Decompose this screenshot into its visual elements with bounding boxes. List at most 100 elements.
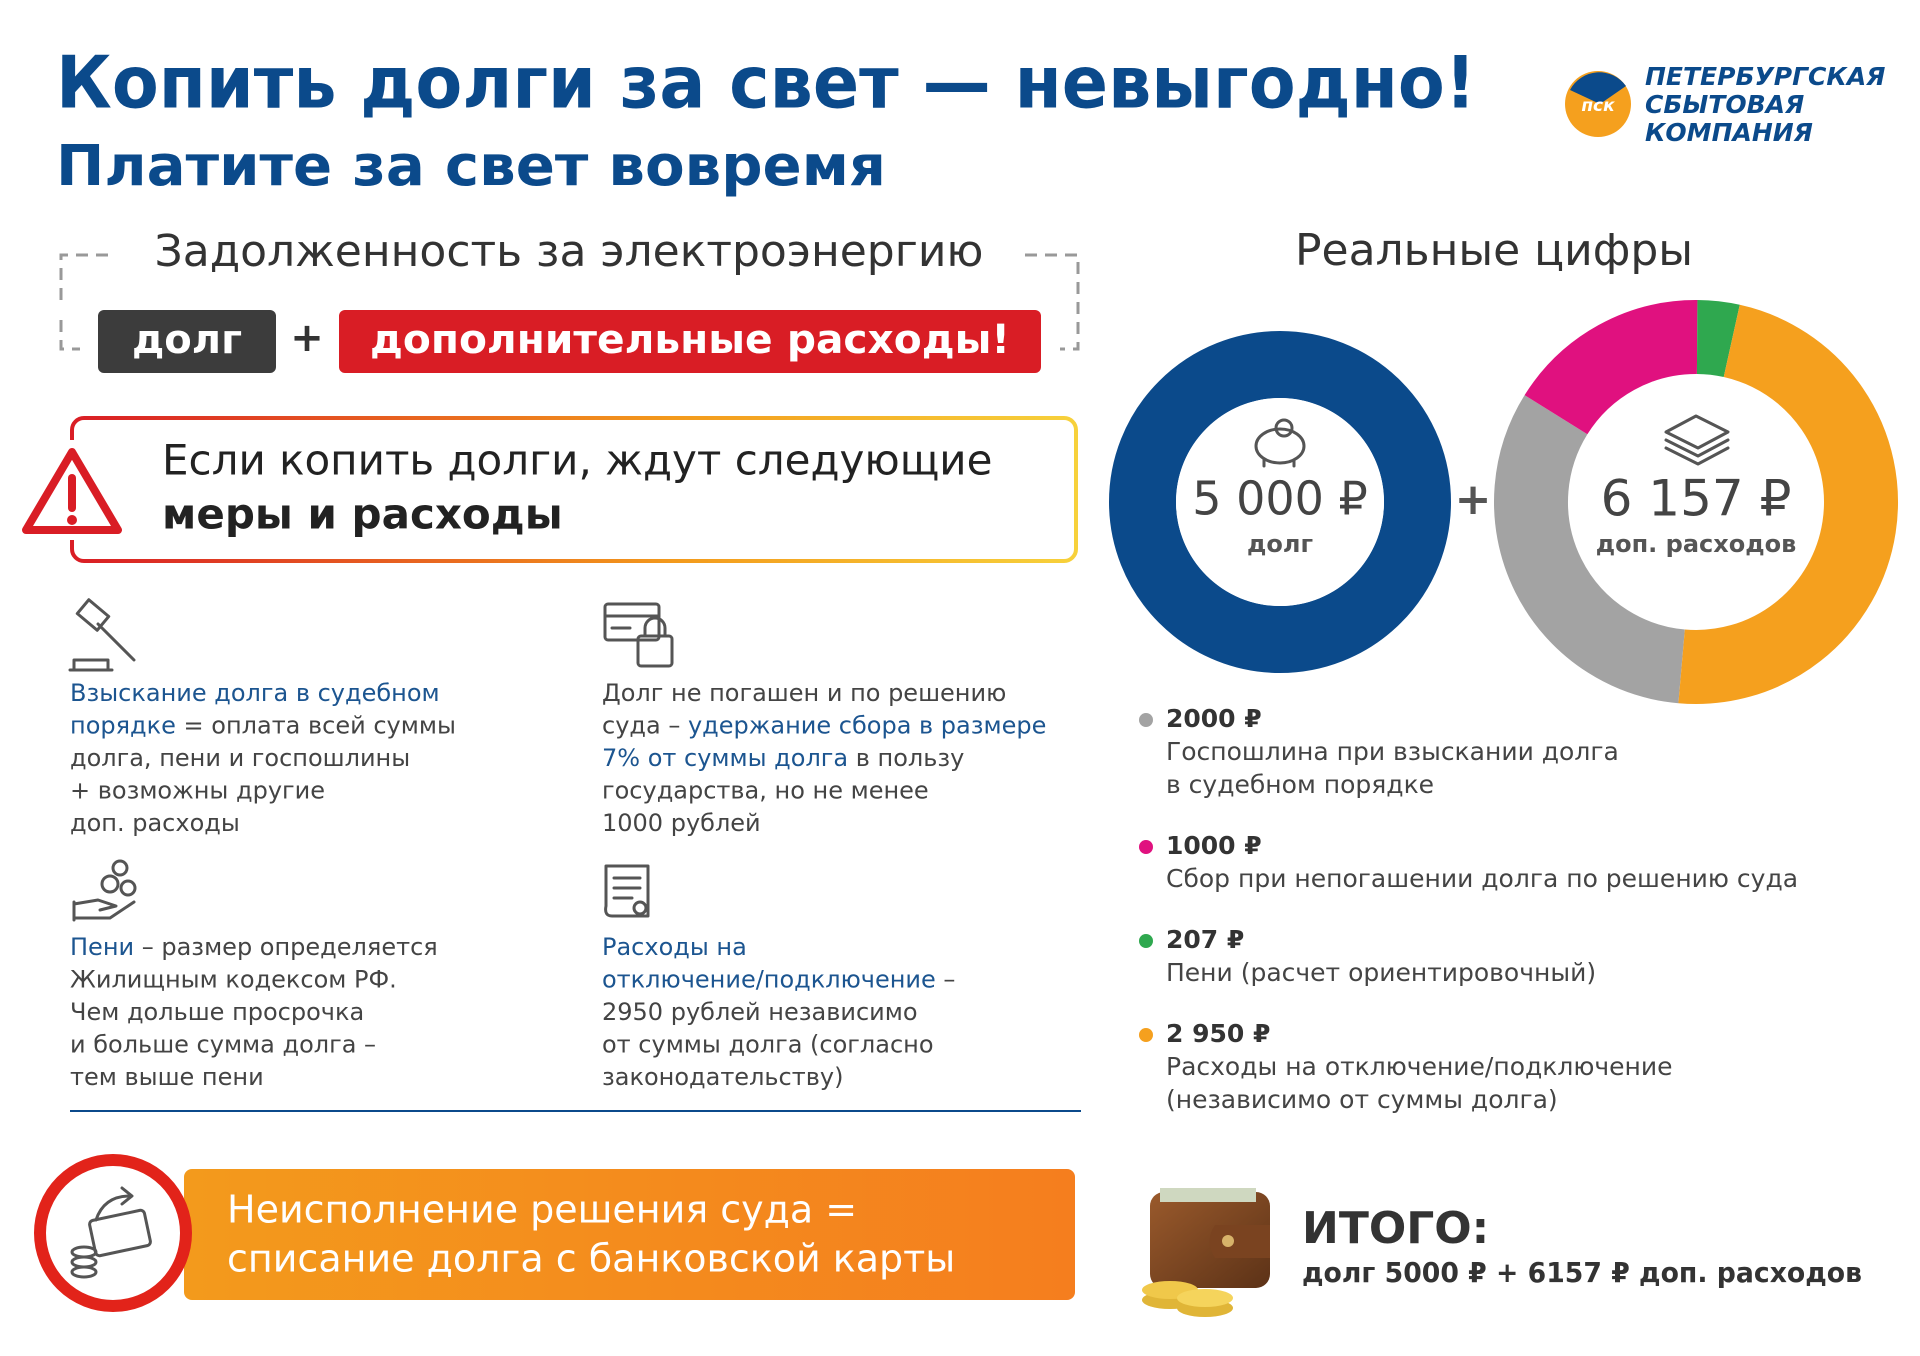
card-lock-icon	[603, 602, 674, 668]
legend-value: 207 ₽	[1166, 925, 1244, 954]
measure-highlight: 7% от суммы долга	[602, 744, 848, 772]
measure-line: доп. расходы	[70, 809, 240, 837]
measure-highlight: Взыскание долга в судебном	[70, 679, 440, 707]
measure-text: Жилищным кодексом РФ.	[70, 966, 397, 994]
measure-line: 1000 рублей	[602, 809, 761, 837]
measure-line: отключение/подключение –	[602, 966, 955, 994]
measure-text: от суммы долга (согласно	[602, 1031, 934, 1059]
legend-value: 2 950 ₽	[1166, 1019, 1270, 1048]
legend-text: в судебном порядке	[1166, 770, 1434, 799]
plus-sign: +	[290, 315, 324, 361]
extra-segment	[1695, 300, 1740, 378]
title: Копить долги за свет — невыгодно!	[56, 41, 1476, 125]
extra-box-label: дополнительные расходы!	[370, 317, 1010, 363]
measure-text: Чем дольше просрочка	[70, 998, 364, 1026]
legend-text: Пени (расчет ориентировочный)	[1166, 958, 1596, 987]
measure-highlight: отключение/подключение	[602, 966, 936, 994]
extra-segment	[1494, 395, 1686, 704]
measure-line: тем выше пени	[70, 1063, 264, 1091]
banner-icon-ring	[34, 1154, 192, 1312]
dashed-bracket	[59, 253, 1080, 351]
measure-highlight: порядке	[70, 712, 176, 740]
plus-sign: +	[1455, 474, 1492, 525]
measure-text: 1000 рублей	[602, 809, 761, 837]
measure-text: долга, пени и госпошлины	[70, 744, 410, 772]
piggy-icon	[1254, 418, 1306, 468]
gavel-icon	[68, 598, 136, 672]
banner-line: списание долга с банковской карты	[227, 1237, 955, 1281]
legend-text: (независимо от суммы долга)	[1166, 1085, 1558, 1114]
legend-dot	[1139, 713, 1153, 727]
measure-line: и больше сумма долга –	[70, 1031, 376, 1059]
debt-box	[98, 310, 276, 373]
logo-line: СБЫТОВАЯ	[1645, 90, 1804, 119]
debt-box-label: долг	[132, 317, 242, 363]
measure-text: тем выше пени	[70, 1063, 264, 1091]
legend-text: Госпошлина при взыскании долга	[1166, 737, 1619, 766]
extra-segment	[1524, 300, 1698, 436]
measure-text: доп. расходы	[70, 809, 240, 837]
measure-highlight: Пени	[70, 933, 134, 961]
measure-line: Расходы на	[602, 933, 747, 961]
cash-icon	[1664, 414, 1730, 466]
measure-line: порядке = оплата всей суммы	[70, 712, 456, 740]
legend-dot	[1139, 934, 1153, 948]
measure-line: 2950 рублей независимо	[602, 998, 918, 1026]
legend-value: 2000 ₽	[1166, 704, 1262, 733]
logo-mark-accent	[1570, 72, 1626, 104]
measure-highlight: Расходы на	[602, 933, 747, 961]
measure-text: законодательству)	[602, 1063, 843, 1091]
measure-line: Чем дольше просрочка	[70, 998, 364, 1026]
coins-hand-icon	[72, 859, 137, 922]
measure-text: 2950 рублей независимо	[602, 998, 918, 1026]
measure-text: = оплата всей суммы	[176, 712, 456, 740]
legend: 2000 ₽ Госпошлина при взыскании долга в су…	[1139, 704, 1798, 1114]
figures-title: Реальные цифры	[1295, 225, 1693, 276]
banner	[184, 1169, 1075, 1300]
wallet-icon	[1142, 1188, 1270, 1317]
measure-line: + возможны другие	[70, 777, 325, 805]
measure-highlight: удержание сбора в размере	[688, 712, 1046, 740]
warning-icon-dot	[67, 515, 77, 525]
subtitle: Платите за свет вовремя	[56, 134, 886, 199]
extra-segment	[1678, 304, 1898, 704]
legend-dot	[1139, 840, 1153, 854]
measure-text: суда –	[602, 712, 688, 740]
measure-line: Взыскание долга в судебном	[70, 679, 440, 707]
total-text: долг 5000 ₽ + 6157 ₽ доп. расходов	[1302, 1256, 1862, 1289]
document-icon	[604, 864, 650, 918]
donut-hole	[1176, 398, 1384, 606]
measure-line: 7% от суммы долга в пользу	[602, 744, 964, 772]
legend-value: 1000 ₽	[1166, 831, 1262, 860]
debt-donut	[1109, 331, 1451, 673]
measure-text: в пользу	[848, 744, 964, 772]
warning-line: Если копить долги, ждут следующие	[162, 436, 992, 485]
measures: Взыскание долга в судебном порядке = опла…	[70, 679, 1046, 1091]
warning-line: меры и расходы	[162, 490, 563, 539]
measure-line: государства, но не менее	[602, 777, 929, 805]
warning-icon	[22, 448, 122, 534]
measure-line: Пени – размер определяется	[70, 933, 438, 961]
extra-caption: доп. расходов	[1596, 530, 1797, 558]
measure-text: –	[936, 966, 956, 994]
formula-title: Задолженность за электроэнергию	[155, 226, 984, 277]
banner-icon	[70, 1186, 152, 1279]
debt-value: 5 000 ₽	[1192, 472, 1368, 526]
logo-line: КОМПАНИЯ	[1645, 118, 1813, 147]
legend-text: Расходы на отключение/подключение	[1166, 1052, 1673, 1081]
logo-line: ПЕТЕРБУРГСКАЯ	[1645, 62, 1885, 91]
donuts: 5 000 ₽ долг 6 157 ₽доп. расходов	[1109, 300, 1898, 704]
donut-hole	[1568, 374, 1824, 630]
logo-abbr: пск	[1581, 96, 1615, 116]
measure-text: – размер определяется	[134, 933, 438, 961]
legend-dot	[1139, 1028, 1153, 1042]
measure-line: суда – удержание сбора в размере	[602, 712, 1046, 740]
banner-line: Неисполнение решения суда =	[227, 1188, 857, 1232]
extra-value: 6 157 ₽	[1601, 470, 1792, 528]
measure-line: Жилищным кодексом РФ.	[70, 966, 397, 994]
legend-text: Сбор при непогашении долга по решению су…	[1166, 864, 1798, 893]
measure-text: + возможны другие	[70, 777, 325, 805]
